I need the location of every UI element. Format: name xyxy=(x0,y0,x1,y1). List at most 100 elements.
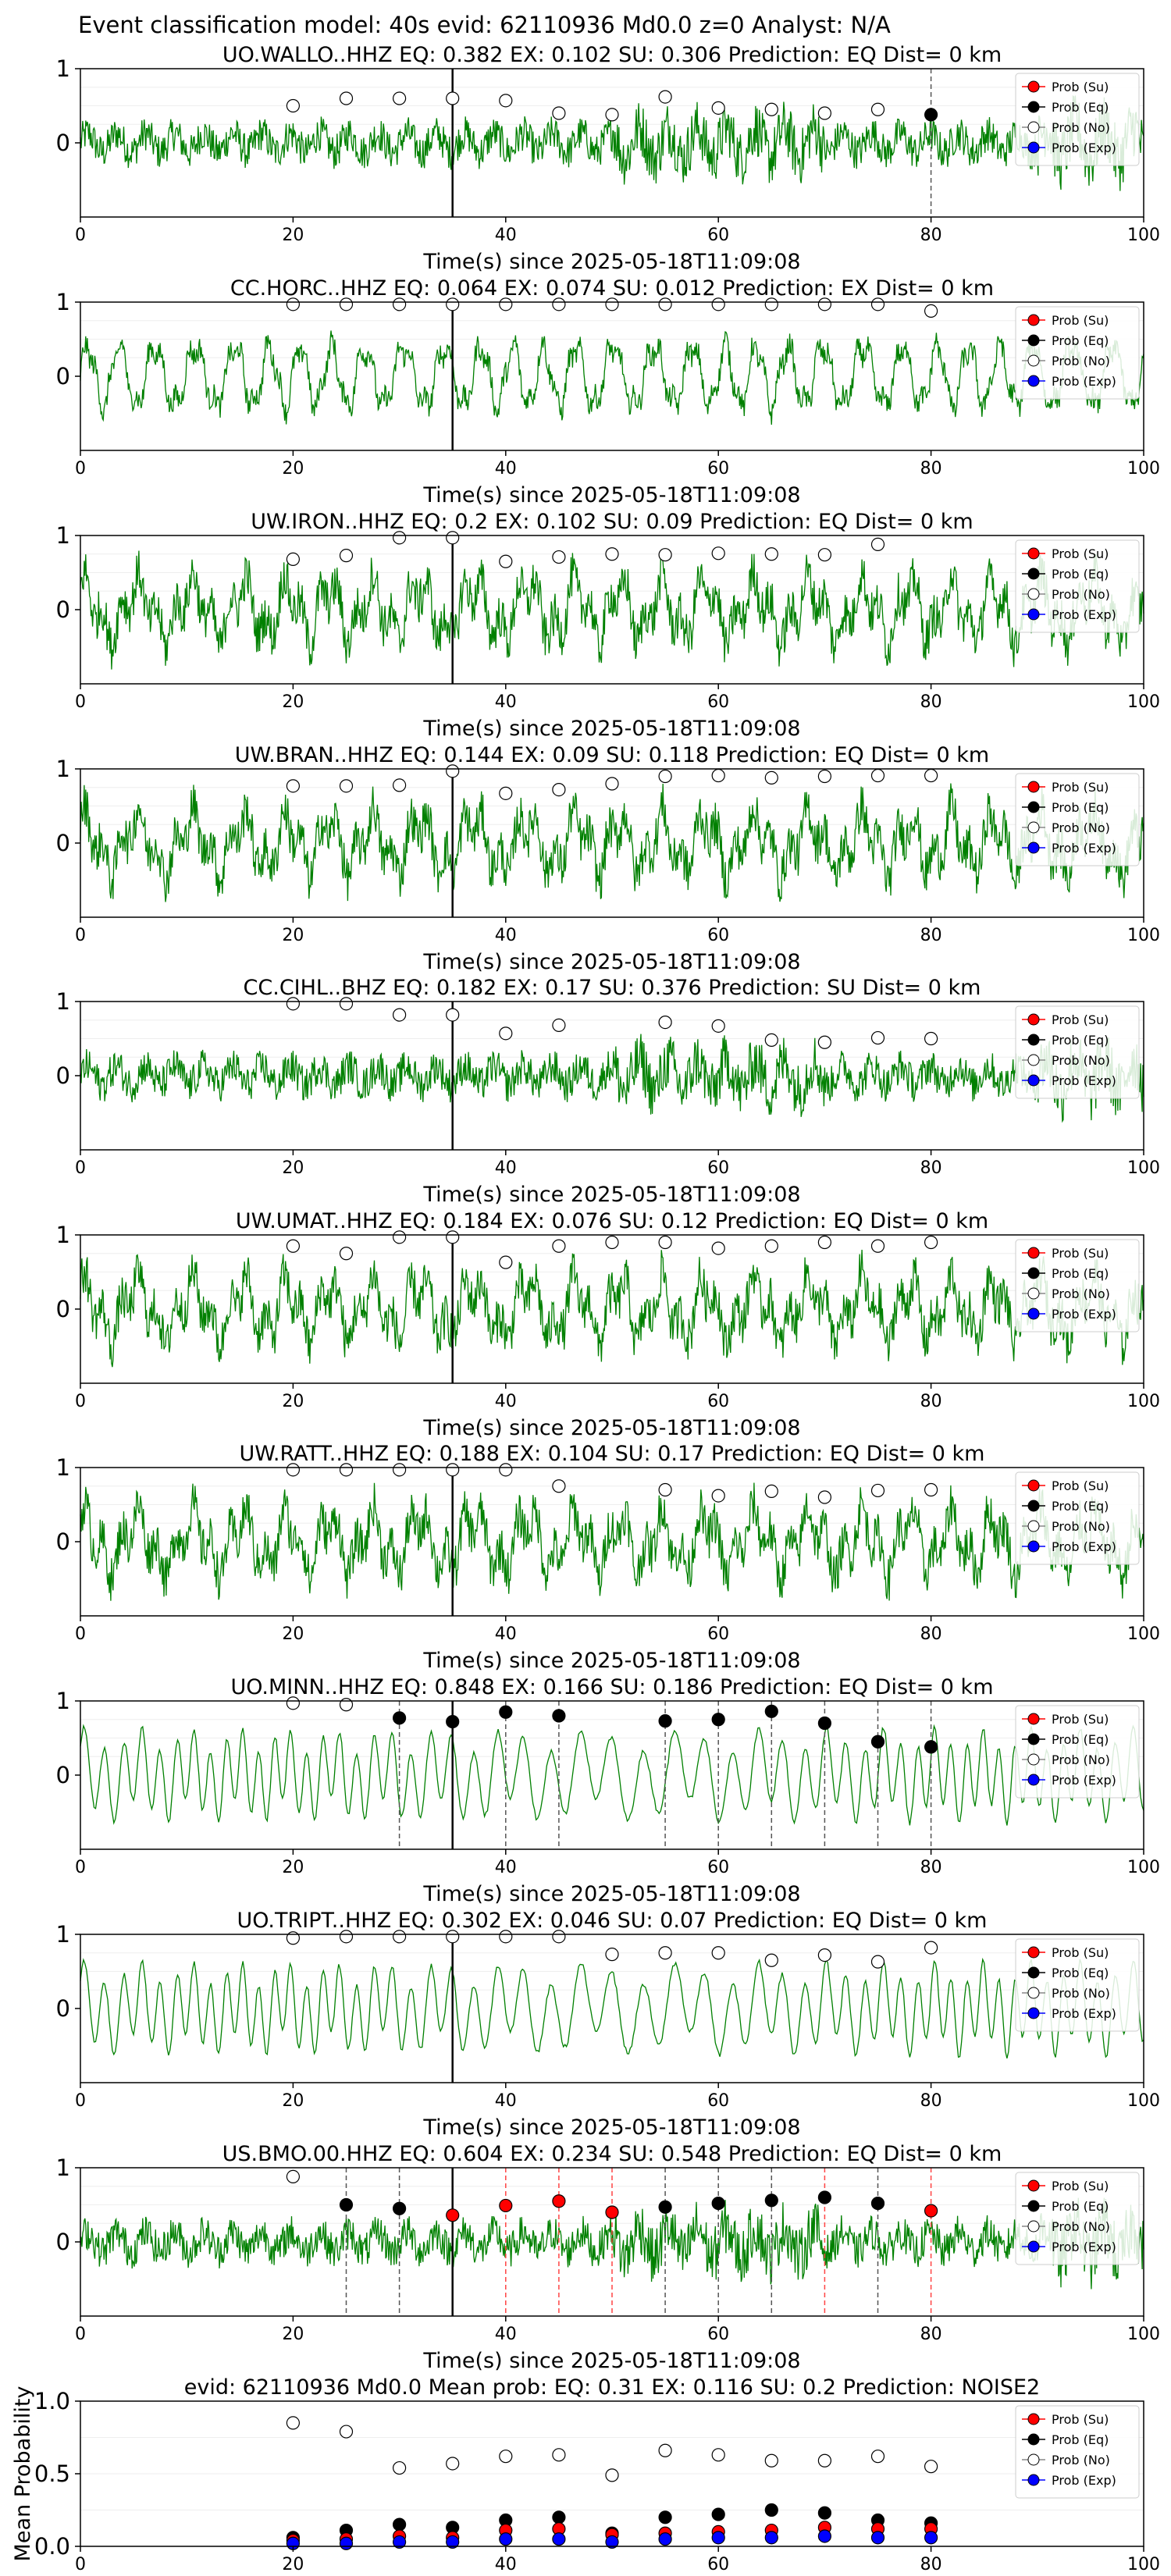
prob-no-marker xyxy=(339,1930,354,1944)
prob-no-marker xyxy=(711,768,725,783)
legend-swatch-marker xyxy=(1027,1520,1040,1532)
x-tick-label: 0 xyxy=(75,459,86,479)
legend-box xyxy=(1015,1938,1140,2032)
x-tick-label: 80 xyxy=(920,926,942,945)
y-tick-label: 0 xyxy=(56,596,70,623)
y-tick-label: 0 xyxy=(56,1528,70,1555)
legend-swatch-marker xyxy=(1027,2200,1040,2212)
legend-label: Prob (Eq) xyxy=(1052,1266,1109,1281)
mean-prob-marker xyxy=(393,2535,407,2549)
prob-no-marker xyxy=(764,1953,778,1967)
x-tick-label: 20 xyxy=(282,226,304,245)
prob-no-marker xyxy=(870,1955,885,1969)
mean-prob-marker xyxy=(286,2416,300,2430)
legend-swatch-marker xyxy=(1027,1247,1040,1259)
legend-label: Prob (Su) xyxy=(1052,1945,1109,1960)
x-tick-label: 60 xyxy=(707,1624,729,1644)
legend-label: Prob (Exp) xyxy=(1052,1073,1116,1088)
prob-no-marker xyxy=(764,1484,778,1499)
prob-no-marker xyxy=(605,1948,619,1962)
prob-no-marker xyxy=(446,531,460,545)
legend-label: Prob (No) xyxy=(1052,120,1110,135)
x-tick-label: 40 xyxy=(495,1392,517,1411)
x-tick-label: 60 xyxy=(707,2325,729,2344)
prob-no-marker xyxy=(764,102,778,116)
waveform-trace xyxy=(80,330,1144,425)
x-tick-label: 0 xyxy=(75,1392,86,1411)
x-tick-label: 100 xyxy=(1127,1624,1160,1644)
legend-label: Prob (Exp) xyxy=(1052,1307,1116,1322)
panel-title: US.BMO.00.HHZ EQ: 0.604 EX: 0.234 SU: 0.… xyxy=(222,2142,1002,2166)
prob-no-marker xyxy=(286,779,300,793)
x-tick-label: 100 xyxy=(1127,1158,1160,1178)
legend-label: Prob (Eq) xyxy=(1052,1033,1109,1048)
prob-no-marker xyxy=(870,1030,885,1045)
legend-swatch-marker xyxy=(1027,2453,1040,2466)
x-tick-label: 60 xyxy=(707,1158,729,1178)
prob-no-marker xyxy=(446,1930,460,1944)
legend-swatch-marker xyxy=(1027,2433,1040,2446)
y-tick-label: 1.0 xyxy=(34,2388,70,2414)
legend-label: Prob (Eq) xyxy=(1052,567,1109,582)
x-tick-label: 40 xyxy=(495,1858,517,1877)
x-tick-label: 20 xyxy=(282,2555,304,2574)
y-axis-label: Mean Probability xyxy=(11,2386,35,2562)
prob-no-marker xyxy=(446,1463,460,1477)
y-tick-label: 0 xyxy=(56,363,70,390)
prob-su-marker xyxy=(924,2204,938,2218)
waveform-trace xyxy=(80,2197,1144,2290)
legend-swatch-marker xyxy=(1027,1713,1040,1725)
prob-no-marker xyxy=(552,1479,566,1493)
prob-no-marker xyxy=(286,297,300,311)
x-tick-label: 80 xyxy=(920,1392,942,1411)
legend-swatch-marker xyxy=(1027,314,1040,326)
station-panel: UW.IRON..HHZ EQ: 0.2 EX: 0.102 SU: 0.09 … xyxy=(56,510,1160,741)
prob-eq-marker xyxy=(870,1735,885,1749)
y-tick-label: 1 xyxy=(56,756,70,782)
legend-swatch-marker xyxy=(1027,2179,1040,2192)
prob-no-marker xyxy=(446,297,460,311)
prob-no-marker xyxy=(286,552,300,567)
legend-label: Prob (No) xyxy=(1052,820,1110,835)
legend-label: Prob (No) xyxy=(1052,2453,1110,2467)
station-panel: UW.UMAT..HHZ EQ: 0.184 EX: 0.076 SU: 0.1… xyxy=(56,1209,1160,1440)
prob-no-marker xyxy=(552,1930,566,1944)
legend-box xyxy=(1015,73,1140,166)
legend-swatch-marker xyxy=(1027,547,1040,560)
prob-eq-marker xyxy=(446,1715,460,1729)
waveform-trace xyxy=(80,1249,1144,1368)
x-tick-label: 40 xyxy=(495,2555,517,2574)
x-tick-label: 100 xyxy=(1127,459,1160,479)
prob-no-marker xyxy=(339,1698,354,1712)
waveform-trace xyxy=(80,94,1144,191)
prob-no-marker xyxy=(499,1026,513,1041)
prob-no-marker xyxy=(393,1930,407,1944)
x-tick-label: 80 xyxy=(920,2325,942,2344)
legend-label: Prob (Eq) xyxy=(1052,800,1109,815)
mean-prob-marker xyxy=(552,2448,566,2462)
prob-no-marker xyxy=(924,1482,938,1497)
waveform-trace xyxy=(80,1724,1144,1826)
mean-prob-marker xyxy=(817,2506,832,2520)
panels: UO.WALLO..HHZ EQ: 0.382 EX: 0.102 SU: 0.… xyxy=(11,43,1160,2574)
legend-box xyxy=(1015,1471,1140,1565)
x-tick-label: 100 xyxy=(1127,2555,1160,2574)
y-tick-label: 1 xyxy=(56,2154,70,2181)
prob-no-marker xyxy=(711,546,725,560)
prob-no-marker xyxy=(339,91,354,105)
prob-no-marker xyxy=(393,531,407,545)
panel-title: CC.HORC..HHZ EQ: 0.064 EX: 0.074 SU: 0.0… xyxy=(230,276,994,301)
mean-prob-marker xyxy=(339,2536,354,2550)
legend-swatch-marker xyxy=(1027,2220,1040,2233)
prob-no-marker xyxy=(870,1483,885,1498)
prob-no-marker xyxy=(286,1696,300,1710)
legend-label: Prob (No) xyxy=(1052,1286,1110,1301)
prob-no-marker xyxy=(870,537,885,552)
x-tick-label: 60 xyxy=(707,1858,729,1877)
legend-label: Prob (Su) xyxy=(1052,313,1109,328)
mean-prob-marker xyxy=(499,2532,513,2546)
legend-label: Prob (No) xyxy=(1052,354,1110,368)
prob-no-marker xyxy=(499,554,513,568)
legend-swatch-marker xyxy=(1027,80,1040,93)
station-panel: CC.CIHL..BHZ EQ: 0.182 EX: 0.17 SU: 0.37… xyxy=(56,976,1160,1207)
